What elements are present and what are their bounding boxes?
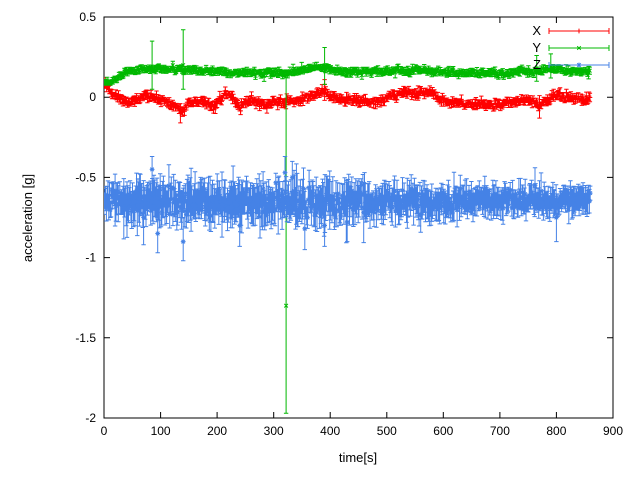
x-tick-label: 900: [603, 424, 623, 438]
x-tick-label: 300: [264, 424, 284, 438]
legend-label: Z: [533, 57, 541, 72]
y-axis-label: acceleration [g]: [20, 174, 35, 262]
x-tick-labels: 0 100 200 300 400 500 600 700 800 900: [101, 424, 624, 438]
x-tick-label: 400: [320, 424, 340, 438]
legend-label: Y: [532, 40, 541, 55]
x-tick-label: 500: [377, 424, 397, 438]
legend-label: X: [532, 23, 541, 38]
x-tick-label: 200: [207, 424, 227, 438]
y-tick-label: -1: [85, 251, 96, 265]
axis-ticks: [103, 16, 614, 419]
legend-sample-line: [548, 28, 610, 34]
x-tick-label: 700: [490, 424, 510, 438]
y-tick-label: 0: [89, 90, 96, 104]
series-Y-points: [104, 62, 592, 308]
x-axis-label: time[s]: [339, 450, 377, 465]
y-tick-label: -2: [85, 411, 96, 425]
x-tick-label: 100: [151, 424, 171, 438]
series-Z-points: [104, 167, 593, 244]
x-tick-label: 800: [546, 424, 566, 438]
legend-sample-line: [548, 62, 610, 68]
y-tick-label: -1.5: [75, 331, 96, 345]
y-tick-labels: -2 -1.5 -1 -0.5 0 0.5: [75, 10, 96, 425]
series-X-points: [104, 79, 593, 116]
x-tick-label: 0: [101, 424, 108, 438]
y-tick-label: 0.5: [79, 10, 96, 24]
series-layer: [104, 29, 593, 414]
legend-entry-Z: Z: [533, 57, 610, 72]
legend-entry-Y: Y: [532, 40, 610, 55]
legend: XYZ: [532, 23, 610, 72]
x-tick-label: 600: [433, 424, 453, 438]
legend-entry-X: X: [532, 23, 610, 38]
y-tick-label: -0.5: [75, 170, 96, 184]
legend-sample-line: [548, 45, 610, 51]
